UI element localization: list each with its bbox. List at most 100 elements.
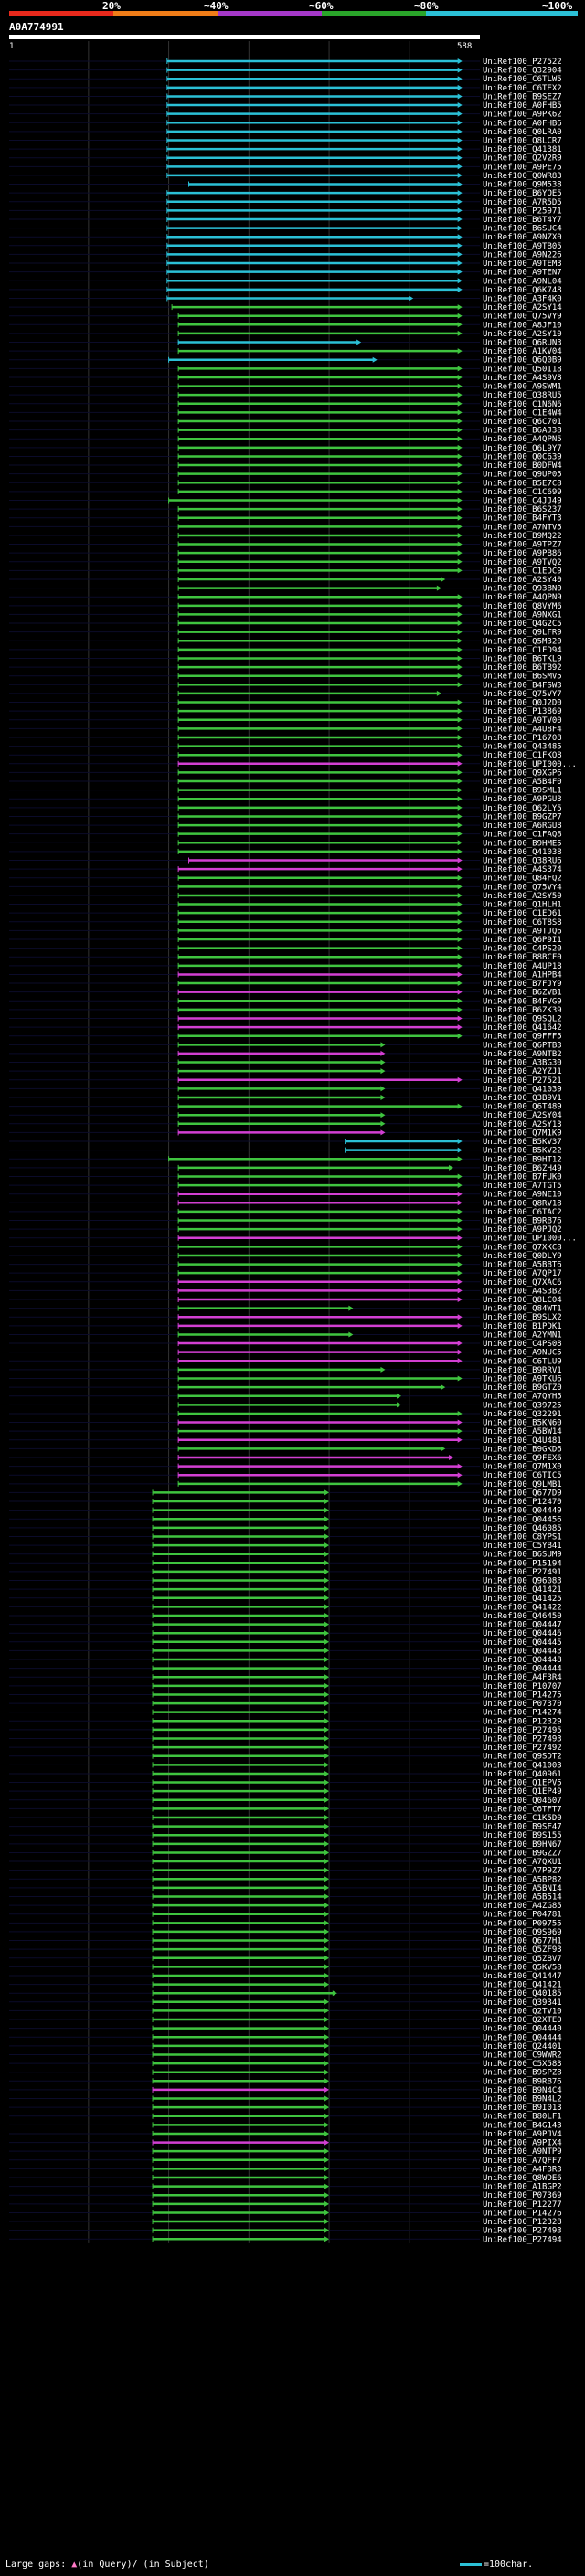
hit-label[interactable]: UniRef100_P16708	[483, 734, 562, 743]
hit-row[interactable]: UniRef100_B9MQ22	[9, 532, 562, 541]
hit-row[interactable]: UniRef100_Q62LY5	[9, 804, 562, 813]
hit-row[interactable]: UniRef100_A2SY10	[9, 330, 562, 339]
hit-row[interactable]: UniRef100_A0FHB6	[9, 119, 562, 128]
hit-row[interactable]: UniRef100_C6TFT7	[9, 1805, 562, 1814]
hit-label[interactable]: UniRef100_A9TEN7	[483, 269, 562, 278]
hit-row[interactable]: UniRef100_Q7XKC8	[9, 1243, 562, 1252]
hit-row[interactable]: UniRef100_A4F3R3	[9, 2165, 562, 2174]
hit-row[interactable]: UniRef100_Q32904	[9, 67, 562, 76]
hit-row[interactable]: UniRef100_Q04445	[9, 1638, 562, 1648]
query-id[interactable]: A0A774991	[9, 21, 64, 33]
hit-row[interactable]: UniRef100_Q5KV58	[9, 1963, 562, 1972]
hit-label[interactable]: UniRef100_P04781	[483, 1911, 562, 1920]
hit-label[interactable]: UniRef100_A2YMN1	[483, 1330, 562, 1340]
hit-row[interactable]: UniRef100_P12277	[9, 2200, 562, 2210]
hit-label[interactable]: UniRef100_B6ZVB1	[483, 989, 562, 998]
hit-row[interactable]: UniRef100_B6T4Y7	[9, 216, 562, 225]
hit-label[interactable]: UniRef100_Q7XAC6	[483, 1278, 562, 1288]
hit-row[interactable]: UniRef100_A7QXU1	[9, 1858, 562, 1867]
hit-label[interactable]: UniRef100_Q7M1K9	[483, 1129, 562, 1138]
hit-label[interactable]: UniRef100_A4QPN5	[483, 435, 562, 444]
hit-label[interactable]: UniRef100_Q2V2R9	[483, 154, 562, 164]
hit-label[interactable]: UniRef100_Q39341	[483, 1998, 562, 2008]
hit-label[interactable]: UniRef100_Q40961	[483, 1770, 562, 1779]
hit-label[interactable]: UniRef100_P27493	[483, 2227, 562, 2236]
hit-label[interactable]: UniRef100_C4JJ49	[483, 497, 562, 506]
hit-row[interactable]: UniRef100_A9TVQ2	[9, 558, 562, 567]
hit-label[interactable]: UniRef100_A9TVQ2	[483, 558, 562, 567]
hit-row[interactable]: UniRef100_Q9XGP6	[9, 769, 562, 778]
hit-label[interactable]: UniRef100_B6SUC4	[483, 225, 562, 234]
hit-label[interactable]: UniRef100_Q04444	[483, 1665, 562, 1674]
hit-row[interactable]: UniRef100_B80LF1	[9, 2113, 562, 2122]
hit-label[interactable]: UniRef100_Q43485	[483, 743, 562, 752]
hit-row[interactable]: UniRef100_Q04444	[9, 2033, 562, 2042]
hit-label[interactable]: UniRef100_B6S237	[483, 505, 562, 514]
hit-row[interactable]: UniRef100_A9TEN7	[9, 269, 562, 278]
hit-label[interactable]: UniRef100_Q0DLY9	[483, 1252, 562, 1261]
hit-row[interactable]: UniRef100_Q6K748	[9, 286, 562, 295]
hit-row[interactable]: UniRef100_Q41381	[9, 145, 562, 154]
hit-label[interactable]: UniRef100_A5BBT6	[483, 1261, 562, 1270]
hit-label[interactable]: UniRef100_Q39725	[483, 1401, 562, 1410]
hit-row[interactable]: UniRef100_Q38RU6	[9, 857, 562, 866]
hit-row[interactable]: UniRef100_P27493	[9, 2227, 562, 2236]
hit-row[interactable]: UniRef100_Q6P9I1	[9, 936, 562, 945]
hit-row[interactable]: UniRef100_Q2XTE0	[9, 2016, 562, 2025]
hit-label[interactable]: UniRef100_A9TEM3	[483, 260, 562, 269]
hit-label[interactable]: UniRef100_A4F3R3	[483, 2165, 562, 2174]
hit-label[interactable]: UniRef100_P27493	[483, 1735, 562, 1744]
hit-row[interactable]: UniRef100_A9TPZ7	[9, 541, 562, 550]
hit-label[interactable]: UniRef100_B6SUM9	[483, 1551, 562, 1560]
hit-row[interactable]: UniRef100_C6TEX2	[9, 84, 562, 93]
hit-row[interactable]: UniRef100_Q04443	[9, 1647, 562, 1656]
hit-label[interactable]: UniRef100_P07370	[483, 1700, 562, 1709]
hit-row[interactable]: UniRef100_B7FJY9	[9, 980, 562, 989]
hit-row[interactable]: UniRef100_Q41039	[9, 1085, 562, 1094]
hit-row[interactable]: UniRef100_B6ZK39	[9, 1006, 562, 1015]
hit-label[interactable]: UniRef100_B9SF47	[483, 1823, 562, 1832]
hit-label[interactable]: UniRef100_Q9UP05	[483, 471, 562, 480]
hit-row[interactable]: UniRef100_Q38RU5	[9, 391, 562, 400]
hit-label[interactable]: UniRef100_A9TJQ6	[483, 927, 562, 936]
hit-label[interactable]: UniRef100_Q7M1X0	[483, 1463, 562, 1472]
hit-label[interactable]: UniRef100_Q41381	[483, 145, 562, 154]
hit-row[interactable]: UniRef100_Q9FFF5	[9, 1033, 562, 1042]
hit-label[interactable]: UniRef100_B9HT12	[483, 1155, 562, 1164]
hit-row[interactable]: UniRef100_A9NTB2	[9, 1050, 562, 1059]
hit-row[interactable]: UniRef100_B5E7C8	[9, 479, 562, 488]
hit-row[interactable]: UniRef100_A9PJV4	[9, 2130, 562, 2139]
hit-label[interactable]: UniRef100_A9NL04	[483, 277, 562, 286]
hit-label[interactable]: UniRef100_Q46450	[483, 1612, 562, 1621]
hit-row[interactable]: UniRef100_A2YZJ1	[9, 1067, 562, 1076]
hit-label[interactable]: UniRef100_C1C699	[483, 488, 562, 497]
hit-row[interactable]: UniRef100_Q8RV18	[9, 1199, 562, 1208]
hit-label[interactable]: UniRef100_B6AJ38	[483, 427, 562, 436]
hit-label[interactable]: UniRef100_A7NTV5	[483, 523, 562, 532]
hit-label[interactable]: UniRef100_P14275	[483, 1691, 562, 1700]
hit-row[interactable]: UniRef100_A5BP82	[9, 1875, 562, 1884]
hit-row[interactable]: UniRef100_Q41003	[9, 1761, 562, 1770]
hit-row[interactable]: UniRef100_P27493	[9, 1735, 562, 1744]
hit-row[interactable]: UniRef100_B5KV37	[9, 1138, 562, 1147]
hit-row[interactable]: UniRef100_P15194	[9, 1559, 562, 1568]
hit-row[interactable]: UniRef100_B9RRV1	[9, 1366, 562, 1375]
hit-row[interactable]: UniRef100_Q41422	[9, 1603, 562, 1612]
hit-row[interactable]: UniRef100_A7R5D5	[9, 198, 562, 207]
hit-row[interactable]: UniRef100_C6T8S8	[9, 918, 562, 928]
hit-label[interactable]: UniRef100_Q93BN0	[483, 585, 562, 594]
hit-label[interactable]: UniRef100_Q0C639	[483, 452, 562, 461]
hit-label[interactable]: UniRef100_Q6K748	[483, 286, 562, 295]
hit-label[interactable]: UniRef100_Q1HLH1	[483, 901, 562, 910]
hit-row[interactable]: UniRef100_P12329	[9, 1717, 562, 1726]
hit-label[interactable]: UniRef100_Q3B9V1	[483, 1094, 562, 1103]
hit-row[interactable]: UniRef100_A6RGU8	[9, 822, 562, 831]
hit-row[interactable]: UniRef100_B0DFW4	[9, 461, 562, 471]
hit-label[interactable]: UniRef100_A7QFF7	[483, 2157, 562, 2166]
hit-row[interactable]: UniRef100_C1FAQ8	[9, 831, 562, 840]
hit-row[interactable]: UniRef100_Q0LRA0	[9, 128, 562, 137]
hit-label[interactable]: UniRef100_B9GZP7	[483, 812, 562, 822]
hit-row[interactable]: UniRef100_A7QFF7	[9, 2157, 562, 2166]
hit-row[interactable]: UniRef100_Q2V2R9	[9, 154, 562, 164]
hit-row[interactable]: UniRef100_Q7M1K9	[9, 1129, 562, 1138]
